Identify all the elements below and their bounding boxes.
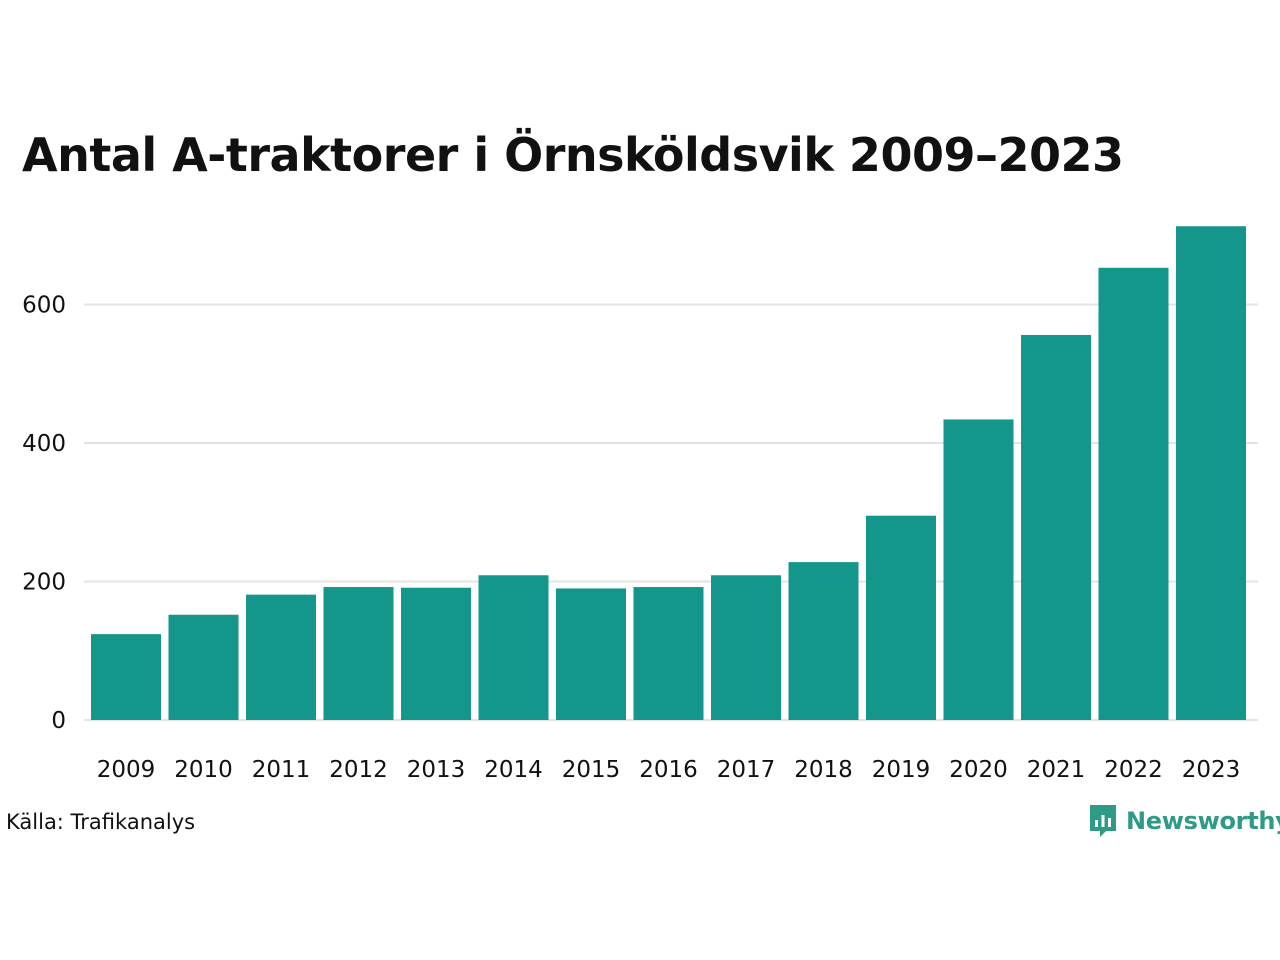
bar [323,587,394,720]
bar [943,419,1014,720]
x-tick-label: 2017 [717,757,776,783]
bar [1021,334,1091,720]
x-axis-ticks: 2009 2010 2011 2012 2013 2014 2015 2016 2017 2018… [97,757,1241,783]
newsworthy-logo-icon [1090,805,1116,837]
bar [633,587,704,720]
bar [246,594,316,720]
x-tick-label: 2021 [1027,757,1086,783]
x-tick-label: 2023 [1182,757,1241,783]
brand-logo: Newsworthy [1088,803,1280,839]
bar [556,588,626,720]
x-tick-label: 2019 [872,757,931,783]
y-axis-ticks: 0 200 400 600 [22,293,66,735]
bar [168,614,239,720]
x-tick-label: 2009 [97,757,156,783]
bar [1098,267,1169,720]
x-tick-label: 2014 [484,757,543,783]
x-tick-label: 2011 [252,757,311,783]
brand-name: Newsworthy [1126,807,1280,835]
source-note: Källa: Trafikanalys [6,810,196,834]
y-tick-label: 600 [22,293,66,319]
bar [866,515,936,720]
x-tick-label: 2018 [794,757,853,783]
bar [91,634,161,720]
x-tick-label: 2015 [562,757,621,783]
bar [711,575,781,720]
bar [788,562,859,720]
x-tick-label: 2016 [639,757,698,783]
bar [1176,226,1246,720]
x-tick-label: 2020 [949,757,1008,783]
bar [401,587,471,720]
x-tick-label: 2010 [174,757,233,783]
x-tick-label: 2012 [329,757,388,783]
x-tick-label: 2013 [407,757,466,783]
chart-title: Antal A-traktorer i Örnsköldsvik 2009–20… [22,128,1124,182]
y-tick-label: 400 [22,431,66,457]
bars [91,226,1246,720]
y-tick-label: 200 [22,570,66,596]
x-tick-label: 2022 [1104,757,1163,783]
y-tick-label: 0 [51,708,66,734]
bar [478,575,549,720]
